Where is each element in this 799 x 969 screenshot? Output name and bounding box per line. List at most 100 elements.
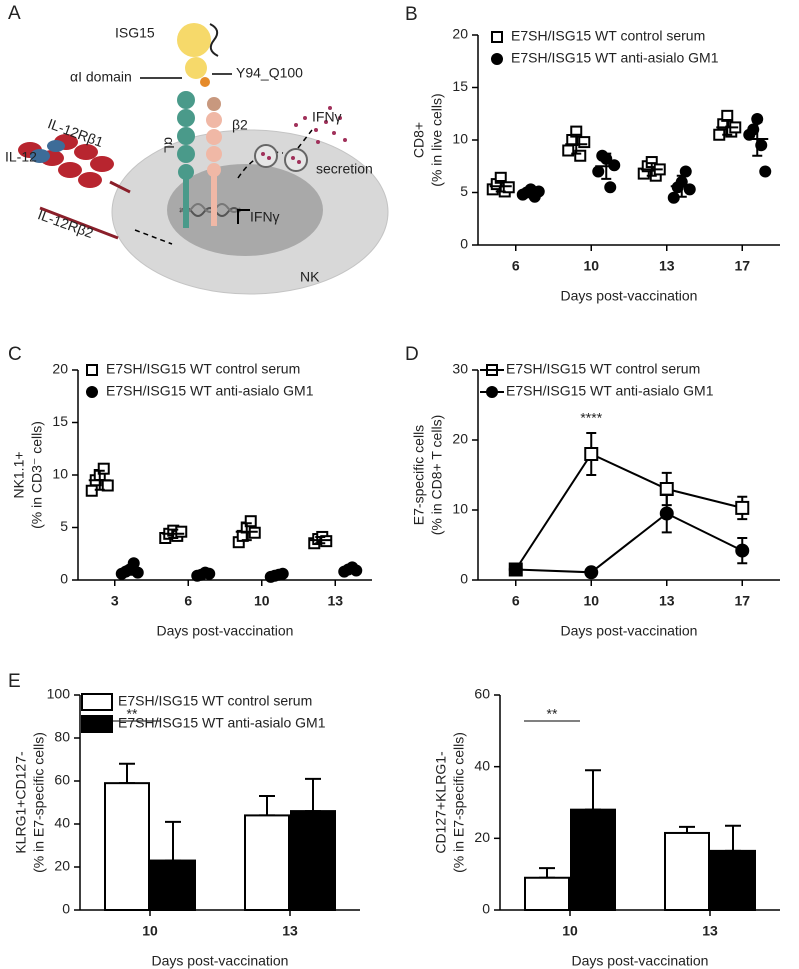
error-bar (124, 565, 135, 576)
error-bar (725, 824, 741, 852)
y-axis-label: (% in CD3⁻ cells) (29, 421, 45, 529)
error-bar (525, 188, 536, 197)
y-tick-label: 15 (52, 413, 68, 429)
x-tick-label: 6 (184, 593, 192, 609)
error-bar (601, 152, 612, 180)
diagram-label: αI domain (70, 69, 132, 85)
error-bar (315, 535, 326, 545)
y-tick-label: 0 (482, 901, 490, 917)
marker (608, 159, 621, 172)
x-tick-label: 13 (659, 593, 675, 609)
legend-label: E7SH/ISG15 WT control serum (106, 361, 300, 377)
annotation: **** (580, 410, 602, 426)
legend-swatch (81, 715, 113, 733)
x-tick-label: 10 (562, 923, 578, 939)
marker (659, 506, 674, 521)
x-axis-label: Days post-vaccination (152, 953, 289, 969)
marker (244, 515, 257, 528)
x-axis-label: Days post-vaccination (572, 953, 709, 969)
ai-domain (185, 57, 207, 79)
diagram: A ISG15 αI domain Y94_Q100 IFNγ αL β2 se… (5, 3, 389, 295)
error-bar (271, 572, 282, 578)
error-bar (259, 795, 275, 817)
annotation: ** (127, 706, 138, 722)
legend-label: E7SH/ISG15 WT anti-asialo GM1 (118, 715, 326, 731)
linker (209, 23, 219, 57)
y-axis-label: (% in E7-specific cells) (451, 732, 467, 873)
legend-swatch (491, 53, 503, 65)
x-tick-label: 13 (702, 923, 718, 939)
x-tick-label: 10 (583, 258, 599, 274)
y-tick-label: 15 (452, 78, 468, 94)
legend-label: E7SH/ISG15 WT anti-asialo GM1 (511, 50, 719, 66)
y-tick-label: 20 (452, 431, 468, 447)
promoter-arrow (237, 209, 250, 224)
error-bar (305, 777, 321, 813)
vesicle (284, 148, 308, 172)
legend-label: E7SH/ISG15 WT anti-asialo GM1 (506, 383, 714, 399)
y-tick-label: 40 (474, 757, 490, 773)
beta2-chain (206, 97, 222, 226)
diagram-label: IL-12 (5, 149, 37, 165)
diagram-label: secretion (316, 161, 373, 177)
x-tick-label: 10 (142, 923, 158, 939)
marker (735, 500, 750, 515)
x-axis-label: Days post-vaccination (561, 288, 698, 304)
diagram-label: Y94_Q100 (236, 65, 303, 81)
error-bar (94, 469, 105, 491)
diagram-label: β2 (232, 117, 248, 133)
y-axis-label: (% in E7-specific cells) (31, 732, 47, 873)
il12 (30, 140, 65, 163)
x-tick-label: 6 (512, 258, 520, 274)
error-bar (585, 769, 601, 811)
error-bar (539, 867, 555, 879)
marker (735, 543, 750, 558)
legend-swatch (86, 386, 98, 398)
ifng-dots (261, 106, 347, 164)
x-tick-label: 17 (734, 593, 750, 609)
y-tick-label: 20 (452, 26, 468, 42)
panel-letter: D (405, 344, 419, 365)
y-tick-label: 5 (60, 518, 68, 534)
marker (248, 526, 261, 539)
y-tick-label: 40 (54, 815, 70, 831)
legend-label: E7SH/ISG15 WT control serum (118, 693, 312, 709)
y-axis-label: NK1.1+ (11, 451, 27, 498)
error-bar (722, 119, 733, 136)
legend-label: E7SH/ISG15 WT control serum (506, 361, 700, 377)
y-tick-label: 0 (460, 571, 468, 587)
x-tick-label: 3 (111, 593, 119, 609)
y-axis-label: CD8+ (411, 122, 427, 158)
y-tick-label: 60 (474, 686, 490, 702)
x-tick-label: 13 (327, 593, 343, 609)
alpha-l-chain (177, 91, 195, 228)
legend-swatch (86, 364, 98, 376)
legend-swatch (81, 693, 113, 711)
error-bar (676, 174, 687, 198)
y-tick-label: 60 (54, 772, 70, 788)
series-line (514, 452, 743, 571)
marker (175, 525, 188, 538)
x-tick-label: 6 (512, 593, 520, 609)
marker (532, 185, 545, 198)
y-axis-label: (% in CD8+ T cells) (429, 415, 445, 535)
y-tick-label: 100 (47, 686, 71, 702)
marker (85, 484, 98, 497)
y-tick-label: 10 (452, 501, 468, 517)
x-tick-label: 13 (659, 258, 675, 274)
error-bar (119, 762, 135, 785)
diagram-label: NK (300, 269, 320, 285)
error-bar (495, 179, 506, 193)
diagram-label: IL-12Rβ2 (36, 206, 96, 241)
secretion-arrow (297, 129, 313, 149)
marker (592, 165, 605, 178)
y-tick-label: 0 (60, 571, 68, 587)
bar (244, 814, 290, 912)
marker (97, 462, 110, 475)
mutation-site (200, 77, 210, 87)
marker (584, 565, 599, 580)
marker (131, 566, 144, 579)
y-tick-label: 0 (460, 236, 468, 252)
legend-label: E7SH/ISG15 WT control serum (511, 28, 705, 44)
bar (104, 782, 150, 912)
